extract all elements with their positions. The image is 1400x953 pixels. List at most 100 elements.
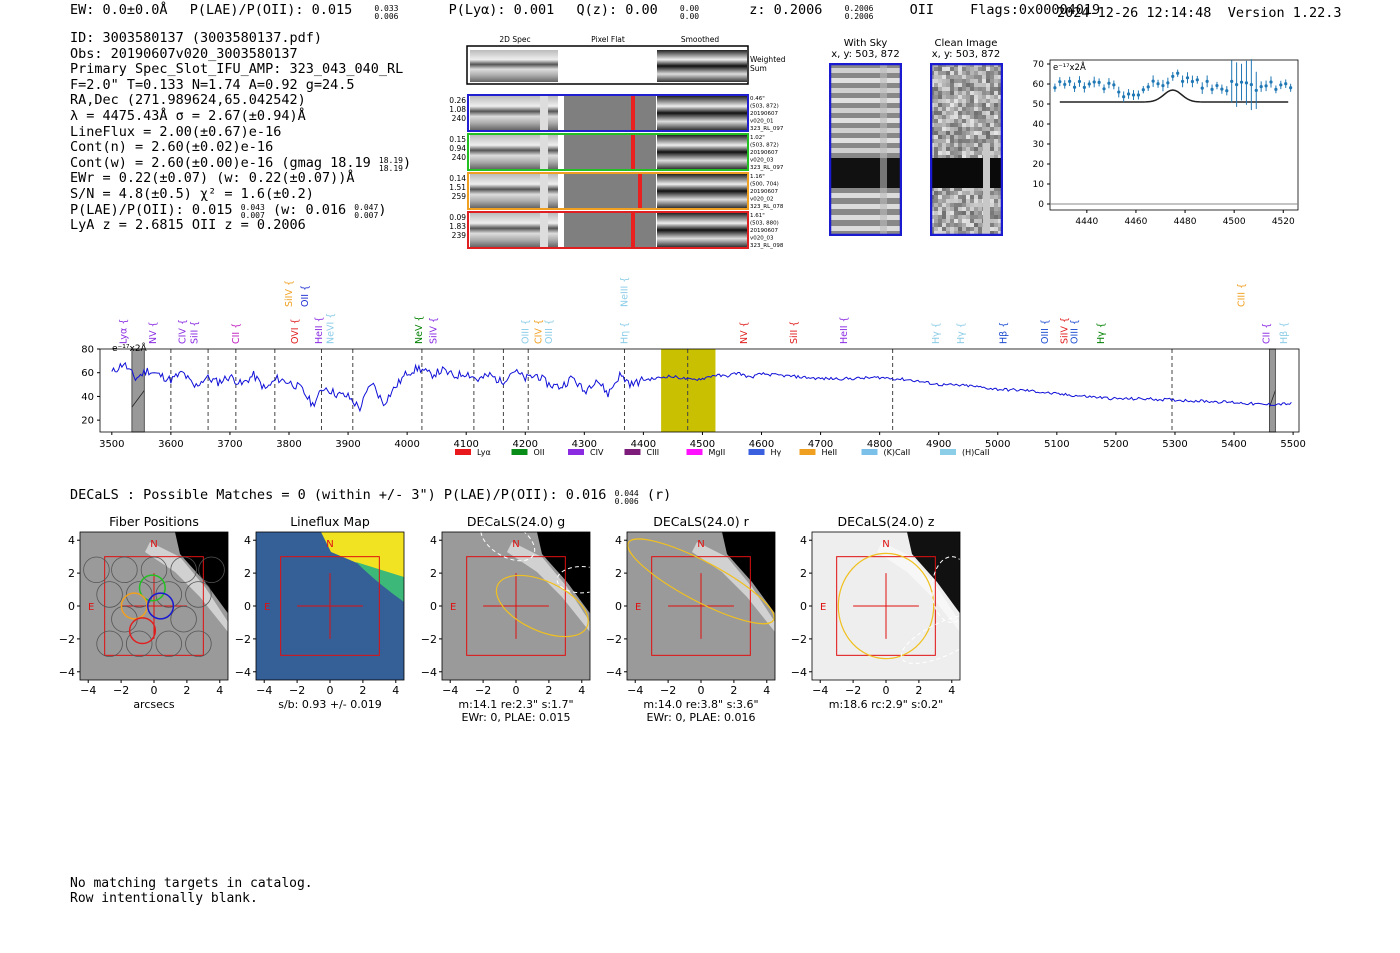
panel-xtick-label: 4: [392, 684, 399, 697]
clean-noise-pixel: [950, 75, 954, 79]
clean-noise-pixel: [950, 199, 954, 203]
clean-noise-pixel: [946, 135, 950, 139]
clean-noise-pixel: [934, 135, 938, 139]
clean-noise-pixel: [958, 115, 962, 119]
clean-noise-pixel: [958, 199, 962, 203]
lineflux-mid-region: [356, 562, 404, 602]
cutout-right-1-1: (503, 872): [750, 143, 779, 149]
zoom-xtick-label: 4480: [1174, 217, 1197, 227]
clean-noise-pixel: [970, 191, 974, 195]
zoom-ytick-label: 40: [1033, 120, 1045, 130]
clean-noise-pixel: [962, 71, 966, 75]
panel-ytick-label: 0: [430, 600, 437, 613]
spectrum-ytick-label: 20: [81, 416, 94, 427]
qz-sup: 0.00: [679, 4, 700, 13]
cutout-flat-line-0: [631, 96, 635, 130]
clean-noise-pixel: [990, 231, 994, 235]
cutout-right-2-0: 1.16": [750, 174, 765, 180]
clean-noise-pixel: [966, 187, 970, 191]
clean-noise-pixel: [934, 67, 938, 71]
clean-noise-pixel: [954, 207, 958, 211]
cutout-left-2-0: 0.14: [449, 174, 466, 183]
cutout-right-3-4: 323_RL_098: [750, 243, 784, 249]
clean-noise-pixel: [946, 139, 950, 143]
clean-noise-pixel: [958, 71, 962, 75]
clean-noise-pixel: [974, 91, 978, 95]
clean-noise-pixel: [946, 99, 950, 103]
clean-noise-pixel: [938, 135, 942, 139]
clean-noise-pixel: [974, 223, 978, 227]
clean-noise-pixel: [954, 203, 958, 207]
clean-noise-pixel: [982, 115, 986, 119]
clean-noise-pixel: [998, 119, 1002, 123]
clean-noise-pixel: [998, 91, 1002, 95]
clean-noise-pixel: [934, 79, 938, 83]
clean-noise-pixel: [978, 135, 982, 139]
line-label-NV: NV {: [739, 321, 750, 344]
clean-noise-pixel: [954, 227, 958, 231]
clean-noise-pixel: [946, 75, 950, 79]
clean-noise-pixel: [962, 91, 966, 95]
clean-noise-pixel: [934, 147, 938, 151]
zoom-data-point: [1289, 86, 1293, 90]
qz-sub: 0.00: [679, 12, 700, 21]
diffraction-edge: [692, 542, 775, 632]
clean-noise-pixel: [966, 79, 970, 83]
zoom-data-point: [1195, 78, 1199, 82]
clean-noise-pixel: [954, 119, 958, 123]
legend-label-CIV: CIV: [590, 448, 604, 457]
zoom-ytick-label: 0: [1038, 200, 1044, 210]
panel-caption1-3: m:14.0 re:3.8" s:3.6": [643, 698, 758, 711]
clean-noise-pixel: [958, 211, 962, 215]
clean-noise-pixel: [994, 155, 998, 159]
clean-noise-pixel: [994, 143, 998, 147]
cutout-right-2-1: (500, 704): [750, 182, 779, 188]
clean-noise-pixel: [970, 107, 974, 111]
clean-noise-pixel: [946, 219, 950, 223]
clean-noise-pixel: [938, 143, 942, 147]
clean-noise-pixel: [962, 231, 966, 235]
line-label-top-SiIV: SiIV {: [284, 280, 295, 307]
cutout-right-3-0: 1.61": [750, 213, 765, 219]
clean-noise-pixel: [966, 107, 970, 111]
clean-noise-pixel: [946, 87, 950, 91]
galaxy-ellipse-g: [495, 574, 589, 638]
cutout-right-0-1: (503, 872): [750, 104, 779, 110]
cutout-right-1-0: 1.02": [750, 135, 765, 141]
cutout-right-1-2: 20190607: [750, 150, 778, 156]
contw-value: Cont(w) = 2.60(±0.00)e-16 (gmag 18.19: [70, 154, 371, 171]
clean-noise-pixel: [966, 99, 970, 103]
zoom-data-point: [1279, 83, 1283, 87]
clean-noise-pixel: [974, 215, 978, 219]
clean-noise-pixel: [950, 87, 954, 91]
clean-noise-pixel: [954, 91, 958, 95]
zoom-data-point: [1058, 80, 1062, 84]
line-label-CIV: CIV {: [178, 319, 189, 344]
clean-noise-pixel: [966, 75, 970, 79]
with-sky-image: [829, 63, 902, 236]
clean-noise-pixel: [954, 67, 958, 71]
clean-noise-pixel: [970, 199, 974, 203]
line-label-CII: CII {: [1262, 323, 1273, 344]
timestamp-version: 2024-12-26 12:14:48 Version 1.22.3: [1057, 5, 1342, 21]
clean-noise-pixel: [986, 119, 990, 123]
info-lyaz: LyA z = 2.6815 OII z = 0.2006: [70, 217, 306, 234]
clean-noise-pixel: [950, 131, 954, 135]
clean-noise-pixel: [982, 127, 986, 131]
clean-noise-pixel: [978, 223, 982, 227]
clean-noise-pixel: [978, 79, 982, 83]
decals-panel-0: Fiber Positions N E −4 −4 −2 −2 0 0 2 2 4 4 arcsecs: [59, 514, 229, 711]
clean-noise-pixel: [966, 155, 970, 159]
clean-noise-pixel: [974, 99, 978, 103]
legend-label-OII: OII: [534, 448, 545, 457]
clean-noise-pixel: [970, 215, 974, 219]
clean-noise-pixel: [970, 115, 974, 119]
clean-noise-pixel: [954, 139, 958, 143]
fiber-circle: [155, 630, 183, 658]
clean-noise-pixel: [998, 135, 1002, 139]
clean-noise-pixel: [950, 103, 954, 107]
clean-noise-pixel: [966, 203, 970, 207]
clean-noise-pixel: [934, 111, 938, 115]
clean-noise-pixel: [942, 139, 946, 143]
clean-noise-pixel: [958, 119, 962, 123]
